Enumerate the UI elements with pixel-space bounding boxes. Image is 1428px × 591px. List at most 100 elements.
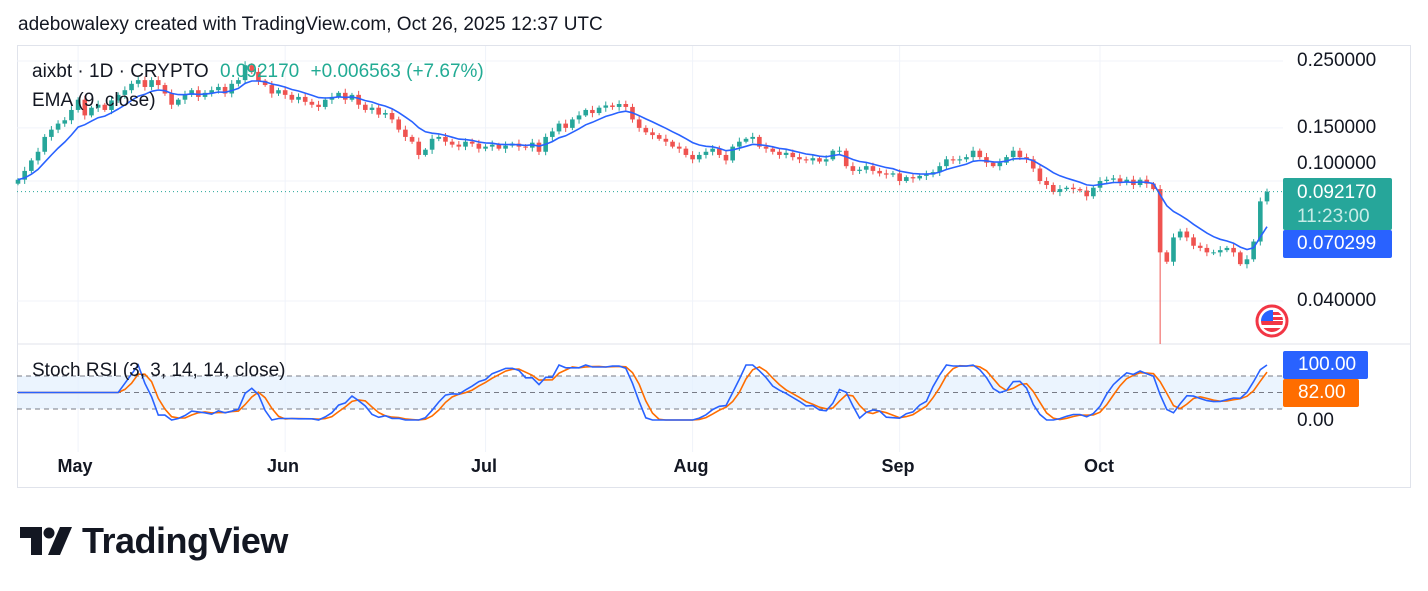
us-flag-event-icon[interactable] <box>1255 304 1289 338</box>
candle-down <box>155 80 161 86</box>
candle-up <box>837 150 842 152</box>
candle-up <box>29 160 34 171</box>
candle-down <box>469 141 475 144</box>
candle-down <box>269 85 275 94</box>
candle-down <box>102 104 108 110</box>
candle-down <box>656 135 662 139</box>
candle-up <box>95 104 101 108</box>
candle-up <box>730 146 735 161</box>
candle-down <box>610 105 615 107</box>
candle-down <box>563 123 568 128</box>
candle-up <box>1057 189 1063 192</box>
candle-down <box>650 132 655 136</box>
candle-up <box>296 96 301 100</box>
candle-down <box>376 107 381 115</box>
candle-down <box>984 157 989 163</box>
candle-down <box>302 96 308 102</box>
candle-down <box>910 177 916 179</box>
candle-up <box>1244 259 1250 265</box>
candle-up <box>1171 237 1176 262</box>
stoch-rsi-legend[interactable]: Stoch RSI (3, 3, 14, 14, close) <box>32 360 286 381</box>
stoch-d-badge: 82.00 <box>1283 379 1359 407</box>
candle-up <box>1177 231 1183 238</box>
candle-up <box>49 129 54 137</box>
candle-up <box>750 136 756 139</box>
candle-up <box>189 90 194 95</box>
candle-down <box>456 144 462 147</box>
candle-up <box>463 141 468 147</box>
candle-up <box>1104 179 1110 181</box>
candle-down <box>977 150 983 158</box>
candle-up <box>42 136 48 152</box>
symbol-legend[interactable]: aixbt · 1D · CRYPTO 0.092170 +0.006563 (… <box>32 61 484 83</box>
time-label: Oct <box>1083 456 1115 476</box>
candle-down <box>1017 150 1023 158</box>
price-tick: 0.150000 <box>1297 117 1377 138</box>
candle-up <box>964 157 969 160</box>
candle-up <box>570 119 575 128</box>
candle-down <box>670 141 675 147</box>
candle-up <box>743 138 749 142</box>
candle-up <box>1004 157 1009 163</box>
candle-down <box>1184 231 1190 238</box>
candle-down <box>1030 159 1036 169</box>
candle-down <box>1117 178 1123 183</box>
candle-up <box>122 90 128 95</box>
price-tick: 0.250000 <box>1297 50 1377 71</box>
candle-up <box>89 107 94 116</box>
candle-down <box>282 90 288 95</box>
candle-up <box>62 120 68 124</box>
candle-up <box>216 86 221 91</box>
candle-down <box>142 80 148 87</box>
tradingview-logo[interactable]: TradingView <box>20 520 288 562</box>
candle-down <box>590 109 595 114</box>
candle-up <box>1264 191 1270 202</box>
price-change: +0.006563 (+7.67%) <box>310 61 484 82</box>
candle-down <box>663 138 669 142</box>
candle-up <box>35 151 41 161</box>
candle-up <box>182 94 188 100</box>
candle-down <box>817 158 822 162</box>
candle-up <box>997 162 1003 167</box>
candle-down <box>770 148 776 152</box>
candle-down <box>1191 237 1196 246</box>
candle-up <box>857 169 862 171</box>
candle-up <box>810 158 816 161</box>
candle-down <box>536 142 542 152</box>
chart-attribution: adebowalexy created with TradingView.com… <box>18 14 603 35</box>
chart-frame <box>17 45 1411 488</box>
candle-up <box>696 154 702 160</box>
candle-down <box>717 148 722 155</box>
candle-up <box>69 109 74 121</box>
candle-up <box>783 152 789 155</box>
candle-down <box>82 99 88 116</box>
candle-up <box>322 99 328 107</box>
candle-down <box>409 136 415 142</box>
candle-up <box>1217 250 1223 253</box>
candle-down <box>496 144 502 149</box>
candle-down <box>363 104 368 110</box>
candle-up <box>383 113 388 115</box>
candle-down <box>883 173 889 175</box>
candle-down <box>316 104 321 107</box>
ema-line <box>17 80 1268 251</box>
candle-up <box>944 159 949 167</box>
ema-value-badge: 0.070299 <box>1283 230 1392 258</box>
candle-down <box>396 119 402 130</box>
candle-down <box>523 146 528 148</box>
candle-down <box>1037 168 1043 181</box>
candle-down <box>1197 245 1203 248</box>
candle-down <box>356 94 361 105</box>
candle-down <box>763 146 769 149</box>
ema-legend[interactable]: EMA (9, close) <box>32 90 156 111</box>
candle-down <box>843 150 849 167</box>
candle-up <box>1064 187 1069 190</box>
stoch-k-line <box>18 363 1268 421</box>
candle-down <box>623 103 629 107</box>
candle-down <box>1050 184 1056 192</box>
candle-up <box>149 80 154 87</box>
candle-down <box>1164 252 1170 262</box>
candle-up <box>276 90 281 94</box>
time-label: May <box>57 456 93 476</box>
